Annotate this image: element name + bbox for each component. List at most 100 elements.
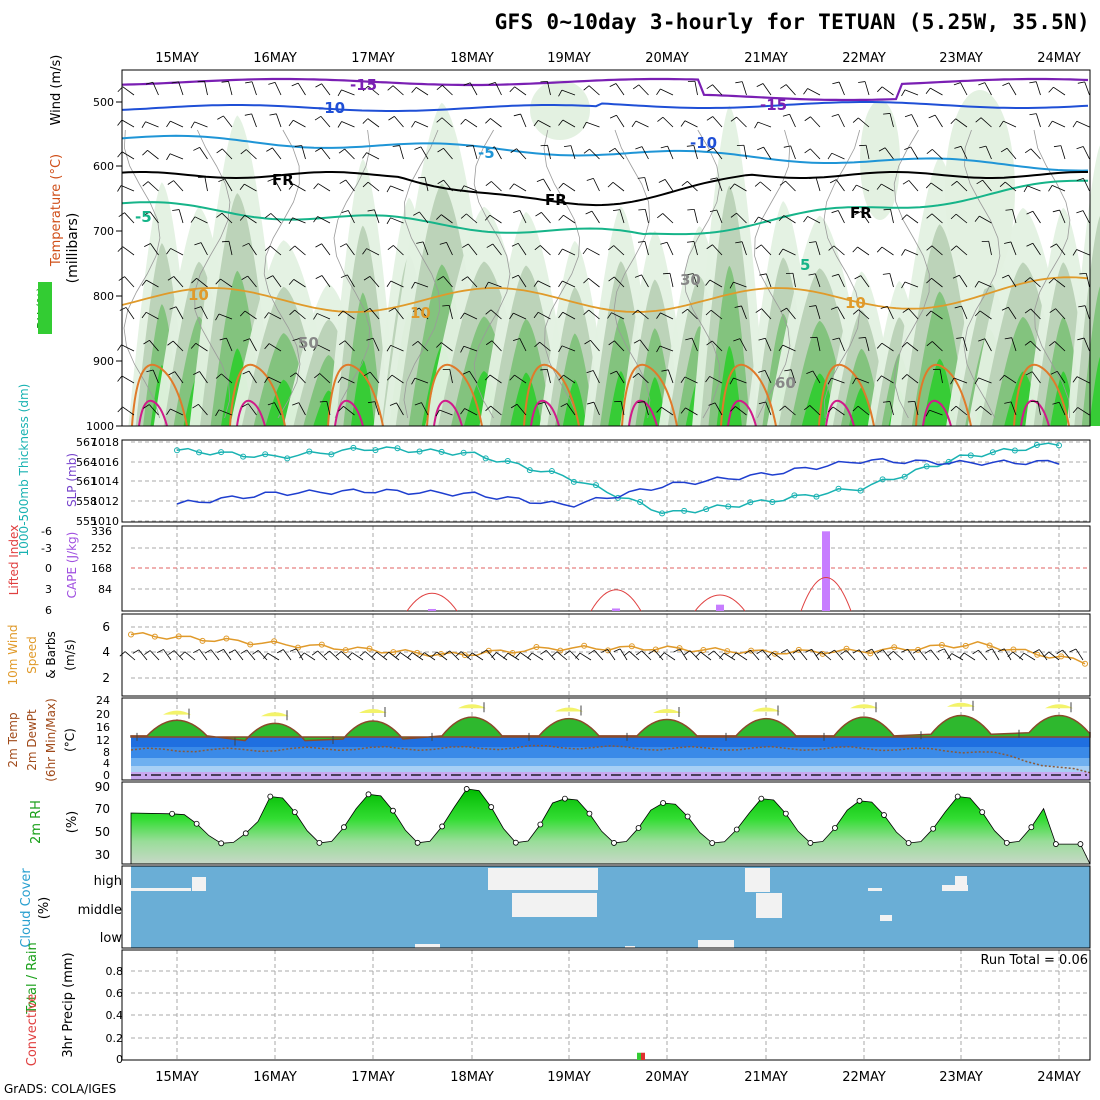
contour-label-10: 10 — [410, 304, 431, 322]
pressure-tick-900: 900 — [93, 355, 114, 368]
wind-barb-flag — [484, 374, 491, 381]
wind-barb — [713, 147, 723, 160]
wind-barb — [644, 177, 649, 192]
wind-barb-flag — [190, 216, 196, 223]
wind-barb-flag — [462, 370, 470, 375]
temp-max-highlight — [458, 704, 486, 709]
wind-barb-flag — [658, 179, 666, 183]
wind-barb-flag — [635, 650, 643, 656]
wind-barb-flag — [719, 652, 725, 659]
contour-label-30: 30 — [680, 271, 701, 289]
wind-barb-flag — [656, 345, 661, 353]
wind-barb — [838, 337, 845, 352]
isotherm-15 — [818, 363, 875, 427]
wind-barb — [978, 649, 988, 661]
thickness-series-point — [879, 476, 886, 483]
wind-barb-flag — [119, 651, 126, 657]
label-cloud-cover: Cloud Cover — [19, 868, 34, 948]
temp-max-highlight — [163, 710, 191, 715]
wind-barb-flag — [1072, 249, 1077, 256]
thickness-series-point — [548, 468, 555, 475]
wind-barb — [392, 85, 404, 96]
wind-barb — [345, 243, 355, 256]
wind-barb — [441, 117, 453, 128]
wind-barb-flag — [558, 374, 564, 381]
date-label-top-22MAY: 22MAY — [842, 51, 886, 66]
wind-barb — [121, 344, 135, 352]
wind-barb — [317, 344, 331, 352]
wind-barb-flag — [1056, 649, 1063, 655]
wind-barb-flag — [117, 185, 122, 192]
temp-max-highlight — [850, 704, 878, 709]
wind-barb-flag — [710, 177, 718, 180]
wind-barb — [490, 118, 502, 128]
wind-barb-flag — [132, 649, 140, 654]
wind-barb — [845, 650, 856, 661]
wind-barb-flag — [1076, 177, 1084, 181]
wind-barb — [415, 120, 429, 128]
wind-barb — [317, 650, 328, 661]
wind-barb-flag — [436, 342, 442, 348]
wind-barb-flag — [778, 215, 785, 222]
wind-barb-flag — [637, 177, 645, 179]
wind-barb-flag — [999, 120, 1004, 128]
wind-barb-flag — [937, 648, 945, 652]
wind-barb-flag — [467, 652, 473, 659]
wind-barb-flag — [466, 145, 474, 147]
wind-barb — [195, 342, 208, 352]
wind-barb — [292, 217, 306, 224]
wind-barb-flag — [266, 147, 273, 152]
wind-barb-flag — [852, 309, 859, 315]
wind-barb-flag — [341, 210, 349, 214]
wind-barb-flag — [876, 375, 882, 382]
wind10-series-point — [891, 644, 898, 651]
wind-barb-flag — [584, 339, 591, 345]
li-tick-6: 6 — [45, 604, 52, 617]
wind-barb — [150, 243, 159, 256]
wind-barb-flag — [141, 312, 147, 319]
wind-barb — [569, 650, 580, 661]
wind10-series-point — [1082, 660, 1088, 667]
wind-barb — [341, 121, 355, 128]
wind-barb-flag — [437, 276, 444, 281]
wind-barb — [247, 275, 257, 288]
wind-barb — [442, 85, 453, 96]
date-label-top-24MAY: 24MAY — [1037, 51, 1081, 66]
wind-barb-flag — [780, 307, 787, 313]
wind-barb — [1075, 648, 1084, 661]
wind-barb-flag — [953, 82, 961, 86]
wind-barb-flag — [804, 116, 811, 122]
wind-barb-flag — [511, 242, 519, 247]
wind-barb-flag — [558, 280, 563, 288]
label-precip-units: 3hr Precip (mm) — [61, 952, 76, 1057]
wind-barb-flag — [808, 273, 816, 276]
wind-barb — [1084, 81, 1090, 96]
rh-shading — [848, 387, 874, 426]
wind-barb-flag — [681, 181, 688, 186]
wind-barb — [637, 309, 649, 320]
wind-barb-flag — [832, 81, 840, 85]
wind-barb — [1059, 209, 1066, 224]
wind-barb — [537, 120, 551, 128]
wind-barb — [660, 88, 674, 96]
wind-barb-flag — [551, 651, 558, 657]
wind-barb-flag — [536, 178, 544, 182]
wind-barb-flag — [755, 308, 762, 313]
wind-barb — [1035, 81, 1041, 96]
wind-barb-flag — [218, 178, 226, 182]
wind-barb-flag — [194, 306, 202, 310]
wind-barb-flag — [729, 183, 735, 190]
wind-barb-flag — [491, 652, 497, 658]
wind10-series-point — [915, 646, 922, 653]
wind-barb-flag — [901, 89, 906, 97]
wind-barb — [833, 245, 845, 256]
thickness-series-point — [835, 485, 842, 492]
wind-barb-flag — [756, 649, 763, 655]
thickness-tick-564: 564 — [76, 456, 97, 469]
wind-barb — [400, 652, 412, 661]
wind-barb-flag — [388, 307, 396, 312]
wind-barb-flag — [730, 406, 736, 412]
wind-barb — [761, 244, 772, 256]
wind-barb — [739, 338, 747, 352]
wind-barb — [831, 152, 845, 160]
